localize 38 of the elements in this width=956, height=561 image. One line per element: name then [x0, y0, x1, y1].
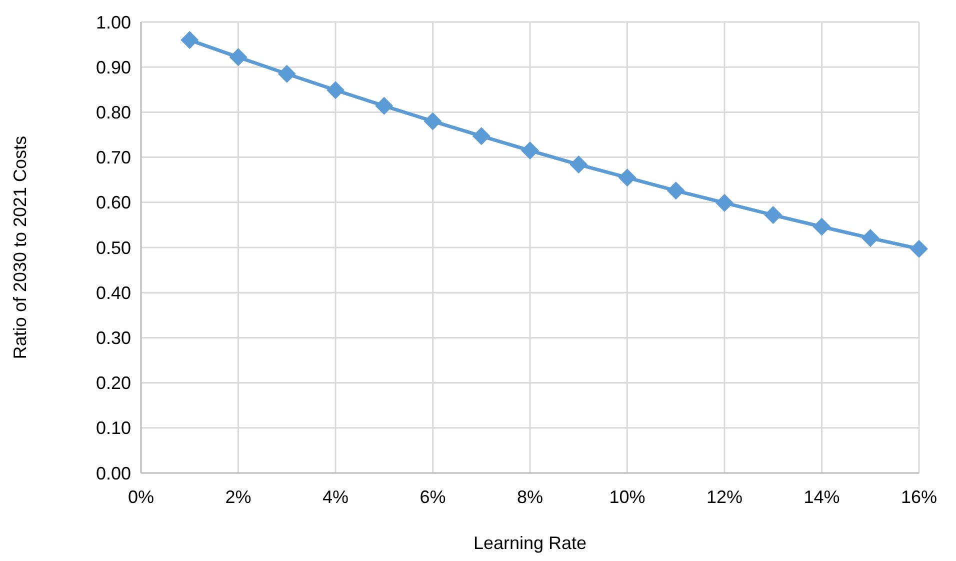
point — [618, 168, 636, 187]
y-tick-label: 0.80 — [96, 102, 131, 122]
y-tick-label: 0.20 — [96, 373, 131, 394]
x-tick-label: 6% — [420, 487, 446, 507]
y-tick-label: 0.50 — [96, 238, 131, 258]
x-tick-label: 12% — [706, 487, 743, 507]
point — [716, 194, 734, 212]
y-tick-label: 0.10 — [96, 418, 131, 438]
point — [764, 206, 782, 224]
y-axis-title: Ratio of 2030 to 2021 Costs — [10, 136, 30, 360]
x-tick-label: 14% — [804, 487, 840, 507]
point — [375, 96, 394, 115]
point — [910, 240, 928, 258]
x-tick-label: 4% — [322, 487, 349, 507]
y-tick-label: 0.30 — [96, 328, 131, 348]
point — [570, 156, 588, 174]
point — [278, 64, 296, 83]
point — [472, 127, 490, 146]
y-tick-label: 0.70 — [96, 148, 131, 168]
y-tick-label: 0.00 — [96, 463, 131, 484]
point — [666, 182, 685, 200]
point — [326, 81, 344, 100]
point — [424, 112, 442, 130]
point — [229, 48, 248, 66]
x-tick-label: 0% — [128, 487, 154, 507]
x-tick-label: 2% — [225, 487, 252, 507]
point — [861, 229, 880, 248]
x-axis-title: Learning Rate — [473, 533, 587, 553]
x-tick-label: 8% — [516, 487, 544, 507]
x-tick-label: 16% — [900, 487, 938, 507]
y-tick-label: 0.40 — [96, 282, 131, 303]
y-tick-label: 0.90 — [96, 57, 131, 78]
x-tick-label: 10% — [609, 487, 646, 507]
point — [521, 142, 539, 160]
point — [180, 31, 199, 50]
y-tick-label: 1.00 — [96, 12, 131, 32]
y-tick-label: 0.60 — [96, 192, 131, 213]
point — [812, 218, 831, 236]
